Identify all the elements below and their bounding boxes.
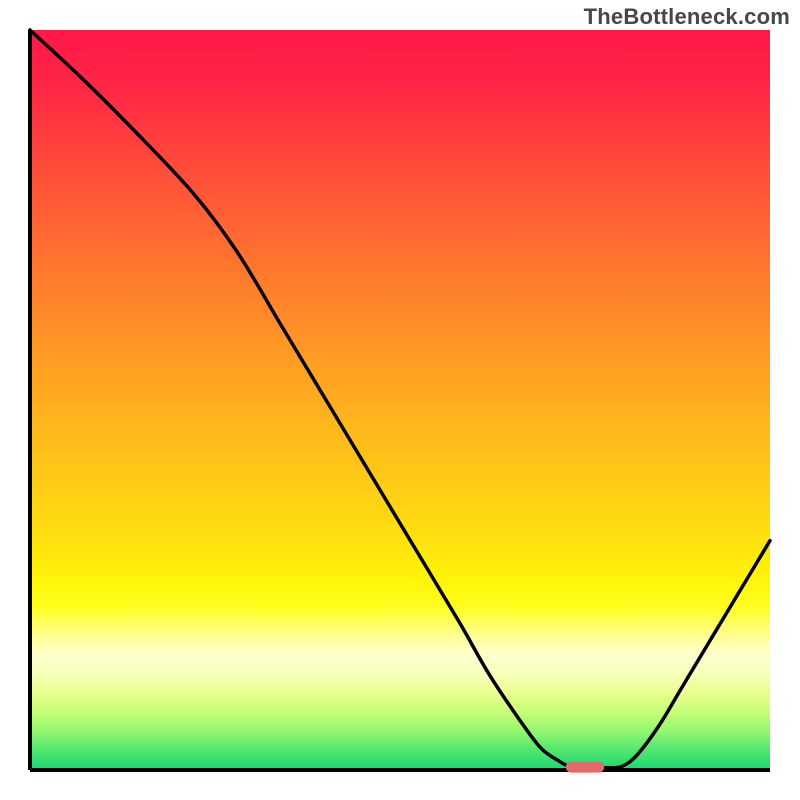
chart-container: TheBottleneck.com <box>0 0 800 800</box>
optimal-marker <box>566 761 604 772</box>
bottleneck-chart <box>0 0 800 800</box>
watermark-text: TheBottleneck.com <box>584 4 790 30</box>
chart-background <box>30 30 770 770</box>
